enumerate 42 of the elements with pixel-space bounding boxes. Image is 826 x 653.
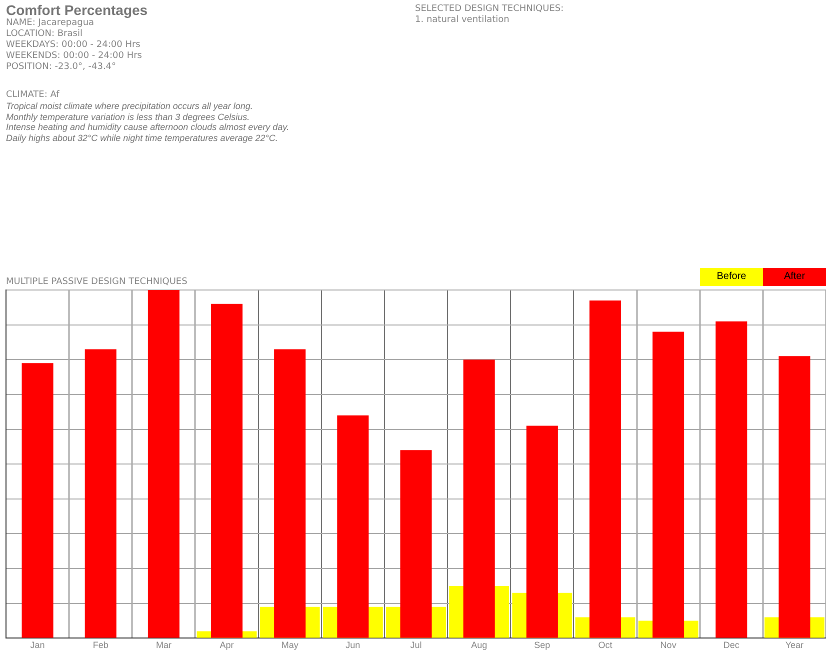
x-tick-label: Year — [785, 640, 804, 650]
bar — [526, 426, 558, 638]
text: CLIMATE: Af — [6, 90, 60, 101]
bar — [589, 300, 621, 638]
text: 1. natural ventilation — [415, 15, 510, 26]
bar — [652, 332, 684, 638]
bar — [84, 349, 116, 638]
x-tick-label: Oct — [598, 640, 613, 650]
x-tick-label: Aug — [471, 640, 488, 650]
text: Tropical moist climate where precipitation occurs all year long. — [6, 101, 254, 112]
text: Before — [700, 268, 763, 286]
chart-title: Comfort Percentages — [6, 2, 148, 18]
x-tick-label: Jan — [30, 640, 45, 650]
text: NAME: Jacarepagua — [6, 18, 96, 29]
text: Intense heating and humidity cause afternoon clouds almost every day. — [6, 122, 290, 132]
text: Daily highs about 32°C while night time temperatures average 22°C. — [6, 132, 279, 143]
text: SELECTED DESIGN TECHNIQUES: — [415, 4, 564, 15]
x-tick-label: May — [281, 640, 299, 650]
x-tick-label: Feb — [92, 640, 108, 650]
x-tick-label: Mar — [156, 640, 172, 650]
bar — [211, 304, 243, 638]
text: After — [763, 268, 826, 286]
bar — [778, 356, 810, 638]
x-tick-label: Jun — [346, 640, 360, 650]
x-tick-label: Sep — [534, 640, 550, 650]
text: WEEKDAYS: 00:00 - 24:00 Hrs — [6, 40, 142, 51]
text: WEEKENDS: 00:00 - 24:00 Hrs — [6, 51, 142, 62]
bar — [148, 290, 180, 638]
bar — [274, 349, 306, 638]
text: Monthly temperature variation is less than 3 degrees Celsius. — [6, 112, 251, 122]
x-tick-label: Jul — [410, 640, 422, 650]
x-tick-label: Dec — [723, 640, 740, 650]
chart-subtitle: MULTIPLE PASSIVE DESIGN TECHNIQUES — [6, 277, 188, 287]
bar — [716, 321, 748, 638]
bar — [463, 360, 495, 638]
x-tick-label: Apr — [220, 640, 234, 650]
bar — [22, 363, 54, 638]
bar — [337, 415, 369, 638]
text: POSITION: -23.0°, -43.4° — [6, 62, 118, 73]
bar — [400, 450, 432, 638]
x-tick-label: Nov — [660, 640, 677, 650]
text: LOCATION: Brasil — [6, 29, 84, 40]
